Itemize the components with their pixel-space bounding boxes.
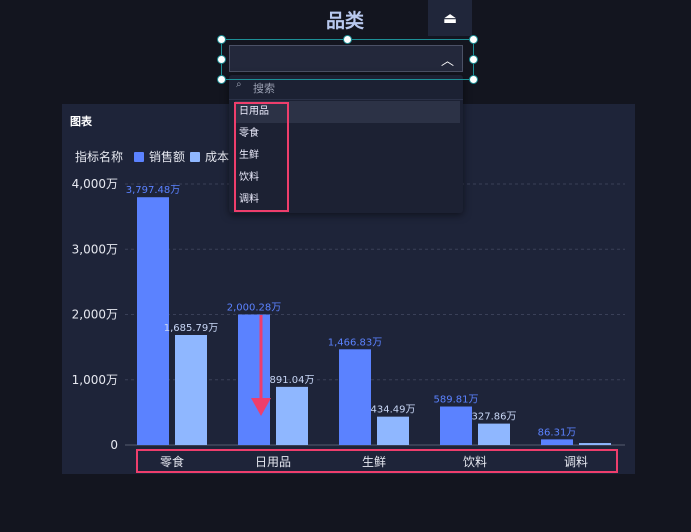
option-item[interactable]: 生鲜 [239, 150, 259, 161]
search-input[interactable]: ⌕ 搜索 [229, 75, 463, 100]
legend-swatch-cost [190, 151, 201, 162]
search-icon: ⌕ [236, 79, 242, 90]
resize-handle[interactable] [469, 75, 478, 84]
resize-handle[interactable] [343, 35, 352, 44]
filter-title: 品类 [325, 10, 364, 32]
chevron-up-icon[interactable]: ︿ [440, 54, 454, 69]
dropdown-list: ⌕ 搜索 日用品 零食 生鲜 饮料 调料 [229, 75, 463, 213]
resize-handle[interactable] [469, 35, 478, 44]
resize-handle[interactable] [469, 55, 478, 64]
option-item[interactable]: 调料 [239, 194, 259, 205]
resize-handle[interactable] [217, 35, 226, 44]
legend-title: 指标名称 [75, 150, 124, 164]
search-placeholder: 搜索 [253, 82, 275, 95]
panel-title: 图表 [70, 115, 92, 128]
legend-label-sales[interactable]: 销售额 [149, 150, 186, 164]
clear-filter-button[interactable]: ⏏ [428, 0, 472, 36]
legend-swatch-sales [134, 151, 145, 162]
category-select[interactable]: ︿ [229, 45, 463, 72]
legend: 指标名称 销售额 成本 [75, 148, 229, 165]
resize-handle[interactable] [217, 55, 226, 64]
option-item[interactable]: 零食 [239, 128, 259, 139]
legend-label-cost[interactable]: 成本 [205, 150, 230, 164]
option-item[interactable]: 饮料 [239, 172, 259, 183]
resize-handle[interactable] [217, 75, 226, 84]
clear-filter-icon: ⏏ [442, 9, 458, 27]
option-item[interactable]: 日用品 [235, 101, 460, 123]
